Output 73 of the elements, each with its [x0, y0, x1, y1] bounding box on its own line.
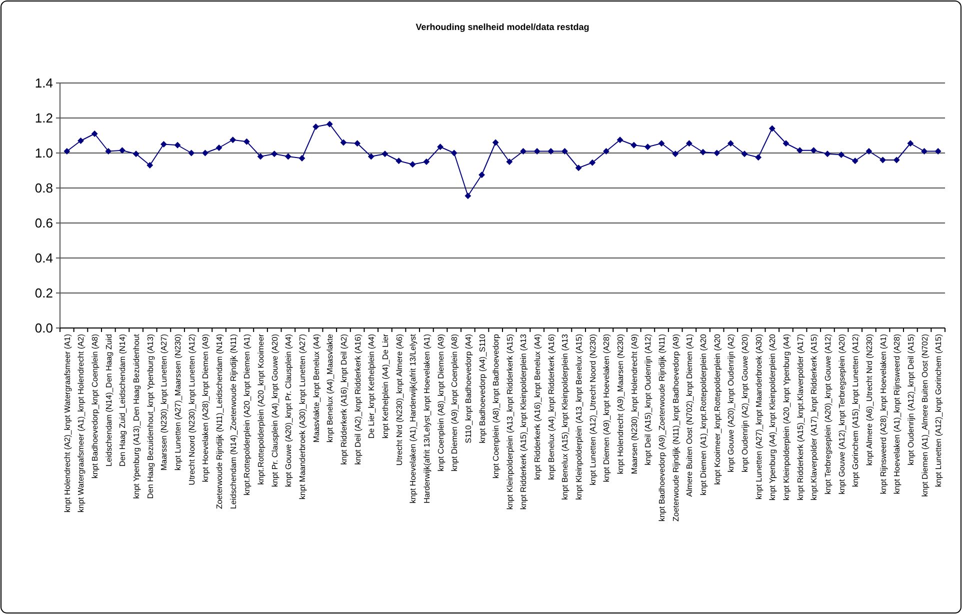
x-tick-label: knpt Ypenburg (A13)_Den Haag Bezuidenhout — [132, 333, 142, 499]
x-tick-label: knpt Kleinpolderplein (A13_knpt Benelux (A15) — [574, 334, 584, 500]
x-tick-label: knpt Badhoevedorp (A4)_S110 — [478, 333, 487, 444]
y-tick-label: 0.6 — [34, 216, 53, 231]
x-tick-label: knpt Gouwe (A12)_knpt Terbregseplein (A20) — [837, 334, 846, 494]
x-tick-label: knpt Pr. Clausplein (A4)_knpt Gouwe (A20) — [270, 334, 280, 487]
x-tick-label: Maasvlakte_knpt Benelux (A4) — [312, 334, 321, 442]
x-tick-label: knpt Gouwe (A20)_knpt Oudenrijn (A2) — [726, 334, 736, 472]
x-tick-label: Harderwijk(afrit 13/Lelyst_knpt Hoevelaken (A1) — [422, 334, 432, 504]
y-tick-label: 0.8 — [34, 180, 53, 196]
x-tick-label: knpt Benelux (A4)_Maasvlakte — [326, 333, 335, 442]
x-tick-label: knpt Holendrecht (A2)_knpt Watergraafsmeer (A1) — [62, 334, 72, 512]
x-tick-label: knpt Lunetten (A27)_Maarssen (N230) — [174, 334, 183, 471]
x-tick-label: knpt Benelux (A4)_knpt Ridderkerk (A16) — [546, 334, 556, 480]
x-tick-label: knpt Badhoevedorp (A9)_Zoeterwoude Rijndijk (N11) — [658, 334, 667, 522]
x-tick-label: knpt Gorinchem (A15)_knpt Lunetten (A12) — [851, 334, 860, 487]
x-tick-label: knpt Ridderkerk (A16)_knpt Deil (A2) — [339, 334, 348, 465]
x-tick-label: Leidschendam (N14)_Den Haag Zuid — [104, 334, 114, 467]
chart-title: Verhouding snelheid model/data restdag — [416, 22, 590, 32]
x-tick-label: knpt Ridderkerk (A16)_knpt Benelux (A4) — [533, 334, 542, 480]
y-tick-label: 0.0 — [34, 320, 53, 336]
x-tick-label: knpt Kleinpolderplein (A13_knpt Ridderkerk (A15) — [505, 334, 514, 510]
x-tick-label: knpt Ridderkerk (A15)_knpt.Klaverpolder (A17) — [796, 334, 805, 500]
x-tick-label: knpt Kooimeer_knpt.Rottepolderplein (A20 — [712, 333, 722, 485]
x-tick-label: knpt Lunetten (A12)_knpt Gorinchem (A15) — [934, 334, 944, 487]
x-tick-label: knpt Ridderkerk (A15)_knpt Kleinpolderplein (A13 — [519, 333, 528, 510]
x-tick-label: Maarsen (N230)_knpt Holendrecht (A9) — [630, 334, 639, 474]
x-tick-label: knpt Kethelplein (A4)_De Lier — [380, 334, 390, 439]
x-tick-label: knpt Hoevelaken (A1)_knpt Rijnsweerd (A28) — [892, 334, 902, 494]
x-tick-label: knpt.Rottepolderplein (A20_knpt Diemen (A1) — [242, 334, 252, 496]
y-tick-label: 0.2 — [34, 286, 53, 301]
x-tick-label: knpt Oudenrijn (A2)_knpt Gouwe (A20) — [740, 334, 750, 472]
x-tick-label: knpt Diemen (A9)_knpt Coenplein (A8) — [450, 334, 460, 472]
x-tick-label: knpt Benelux (A15)_knpt Kleinpolderplein (A13 — [560, 333, 570, 500]
y-tick-label: 1.4 — [34, 76, 53, 91]
x-tick-label: Almere Buiten Oost (N702)_knpt Diemen (A1) — [685, 334, 694, 497]
x-tick-label: De Lier_knpt Kethelplein (A4) — [367, 334, 376, 439]
y-tick-label: 1.0 — [34, 146, 53, 161]
x-tick-label: knpt Maanderbroek (A30)_knpt Lunetten (A27) — [298, 334, 307, 500]
x-tick-label: knpt Deil (A15)_knpt Oudenrijn (A12) — [644, 334, 653, 466]
x-tick-label: Utrecht Noord (N230)_knpt Lunetten (A12) — [187, 334, 196, 486]
x-tick-label: knpt.Klaverpolder (A17)_knpt Ridderkerk (A15) — [810, 334, 819, 500]
x-tick-label: knpt Ypenburg (A4)_knpt Kleinpolderplein (A20 — [768, 333, 778, 500]
x-tick-label: Zoeterwoude Rijndijk (N11)_Leidschendam (N14) — [215, 334, 224, 510]
y-tick-label: 1.2 — [34, 110, 53, 126]
x-tick-label: knpt Almere (A6)_Utrecht Nrd (N230) — [864, 334, 874, 466]
x-tick-label: knpt Holendrecht (A9)_Maarsen (N230) — [616, 334, 626, 474]
x-tick-label: knpt Rijnsweerd (A28)_knpt Hoevelaken (A1) — [878, 334, 888, 494]
x-tick-label: knpt Deil (A2)_knpt Ridderkerk (A16) — [353, 334, 362, 465]
y-tick-label: 0.4 — [34, 250, 53, 266]
x-tick-label: knpt Hoevelaken (A28)_knpt Diemen (A9) — [201, 334, 210, 482]
x-tick-label: S110_knpt Badhoevedorp (A4) — [464, 334, 473, 444]
x-tick-label: Maarssen (N230)_knpt Lunetten (A27) — [160, 334, 169, 471]
x-tick-label: Utrecht Nrd (N230)_knpt Almere (A6) — [394, 334, 404, 466]
x-tick-label: knpt Watergraafsmeer (A1)_knpt Holendrecht (A2) — [76, 334, 86, 512]
x-tick-label: Leidschendam (N14)_Zoeterwoude Rijndijk (N11) — [228, 334, 238, 510]
x-tick-label: knpt Coenplein (A8)_knpt Badhoevedorp — [492, 333, 501, 479]
x-tick-label: knpt.Rottepolderplein (A20_knpt Kooimeer — [256, 334, 266, 485]
x-tick-label: knpt Lunetten (A27)_knpt Maanderbroek (A30) — [754, 334, 764, 500]
x-tick-label: knpt Diemen (A9)_knpt Hoevelaken (A28) — [602, 334, 612, 482]
x-tick-label: knpt Gouwe (A20)_knpt Pr. Clausplein (A4) — [284, 334, 294, 487]
x-tick-label: knpt Oudenrijn (A12)_knpt Deil (A15) — [906, 334, 916, 466]
x-tick-label: knpt Coenplein (A8)_knpt Diemen (A9) — [436, 334, 446, 472]
x-tick-label: knpt Badhoevedorp_knpt Coenplein (A8) — [90, 334, 100, 479]
x-tick-label: Zoeterwoude Rijndijk (N11)_knpt Badhoevedorp (A9) — [671, 334, 680, 522]
x-tick-label: Den Haag Zuid_Leidschendam (N14) — [118, 334, 128, 467]
x-tick-label: knpt Diemen (A1)_Almere Buiten Oost (N702) — [920, 334, 930, 497]
x-tick-label: knpt Lunetten (A12)_Utrecht Noord (N230) — [588, 334, 598, 486]
x-tick-label: Den Haag Bezuidenhout_knpt Ypenburg (A13) — [146, 334, 155, 499]
x-tick-label: knpt Kleinpolderplein (A20_knpt Ypenburg (A4) — [782, 334, 791, 500]
x-tick-label: knpt Diemen (A1)_knpt.Rottepolderplein (A20 — [699, 333, 708, 496]
x-tick-label: knpt Terbregseplein (A20)_knpt Gouwe (A12) — [823, 334, 832, 494]
x-tick-label: knpt Hoevelaken (A1)_Harderwijk(afrit 13/Lelyst — [408, 333, 418, 504]
